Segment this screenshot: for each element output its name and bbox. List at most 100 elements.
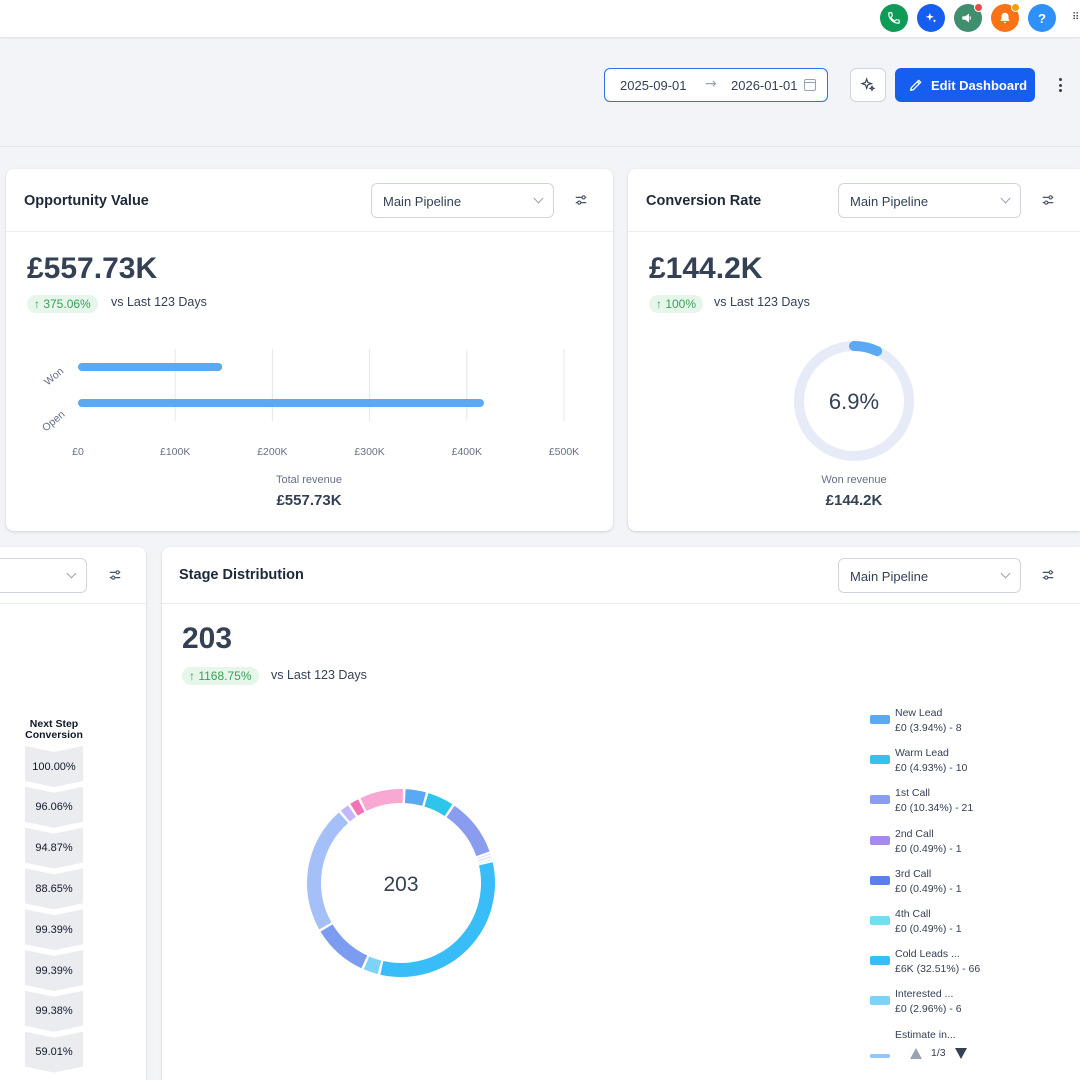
help-icon[interactable]: ? bbox=[1028, 4, 1056, 32]
comparison-text: vs Last 123 Days bbox=[714, 295, 810, 309]
x-tick-label: £200K bbox=[257, 446, 288, 458]
pipeline-select-value: Main Pipeline bbox=[850, 194, 929, 209]
opportunity-bar-chart bbox=[78, 349, 565, 421]
stage-distribution-card: Stage Distribution Main Pipeline 203 ↑ 1… bbox=[162, 547, 1080, 1080]
chevron-down-icon bbox=[1000, 193, 1011, 204]
legend-detail: £0 (3.94%) - 8 bbox=[895, 722, 962, 734]
megaphone-icon[interactable] bbox=[954, 3, 983, 32]
ai-insights-button[interactable] bbox=[850, 68, 886, 102]
donut-segment[interactable] bbox=[404, 789, 426, 806]
conversion-step: 99.38% bbox=[25, 991, 83, 1032]
filter-settings-icon[interactable] bbox=[1041, 568, 1055, 582]
card-header: Stage Distribution Main Pipeline bbox=[162, 547, 1080, 604]
legend-item[interactable]: 4th Call £0 (0.49%) - 1 bbox=[870, 907, 1040, 941]
legend-swatch bbox=[870, 875, 890, 885]
legend-item[interactable]: Cold Leads ... £6K (32.51%) - 66 bbox=[870, 947, 1040, 981]
gauge-fill bbox=[794, 341, 914, 461]
more-options-icon[interactable] bbox=[1052, 75, 1068, 95]
filter-settings-icon[interactable] bbox=[1041, 193, 1055, 207]
card-title: Stage Distribution bbox=[179, 567, 304, 583]
legend-detail: £0 (0.49%) - 1 bbox=[895, 882, 962, 895]
legend-swatch bbox=[870, 1053, 890, 1058]
legend-text: Warm Lead £0 (4.93%) - 10 bbox=[895, 746, 967, 776]
legend-detail: £0 (4.93%) - 10 bbox=[895, 762, 968, 775]
date-range-picker[interactable]: 2025-09-01 → 2026-01-01 bbox=[604, 68, 828, 102]
legend-item[interactable]: Estimate in... bbox=[870, 1028, 1040, 1058]
legend-item[interactable]: New Lead £0 (3.94%) - 8 bbox=[870, 706, 1040, 740]
legend-detail: £0 (10.34%) - 21 bbox=[895, 802, 974, 815]
card-header bbox=[0, 547, 146, 604]
chevron-down-icon bbox=[533, 193, 544, 204]
donut-segment[interactable] bbox=[363, 956, 382, 975]
next-step-conversion-header: Next Step Conversion bbox=[18, 719, 90, 741]
pipeline-select[interactable]: Main Pipeline bbox=[371, 183, 554, 218]
legend-text: 2nd Call £0 (0.49%) - 1 bbox=[895, 827, 962, 857]
donut-segment[interactable] bbox=[424, 793, 453, 817]
donut-center-value: 203 bbox=[383, 873, 418, 896]
legend-item[interactable]: 1st Call £0 (10.34%) - 21 bbox=[870, 786, 1040, 820]
change-badge: ↑ 375.06% bbox=[27, 295, 98, 313]
legend-item[interactable]: Interested ... £0 (2.96%) - 6 bbox=[870, 987, 1040, 1021]
legend-name: New Lead bbox=[895, 707, 943, 719]
filter-settings-icon[interactable] bbox=[108, 568, 122, 582]
page-down-icon[interactable] bbox=[954, 1047, 967, 1059]
legend-text: Interested ... £0 (2.96%) - 6 bbox=[895, 987, 962, 1017]
date-end[interactable]: 2026-01-01 bbox=[731, 78, 798, 93]
comparison-text: vs Last 123 Days bbox=[111, 295, 207, 309]
donut-segment[interactable] bbox=[320, 924, 368, 969]
opportunity-value-card: Opportunity Value Main Pipeline £557.73K… bbox=[6, 169, 613, 531]
x-tick-label: £300K bbox=[354, 446, 385, 458]
top-navigation-bar: ? ⠿ bbox=[0, 0, 1080, 38]
legend-detail: £0 (0.49%) - 1 bbox=[895, 842, 962, 855]
pipeline-select[interactable] bbox=[0, 558, 87, 593]
conversion-step: 94.87% bbox=[25, 828, 83, 869]
sparkle-icon[interactable] bbox=[917, 4, 945, 32]
pipeline-select-value: Main Pipeline bbox=[850, 569, 929, 584]
date-start[interactable]: 2025-09-01 bbox=[620, 78, 687, 93]
pipeline-select[interactable]: Main Pipeline bbox=[838, 183, 1021, 218]
pipeline-select[interactable]: Main Pipeline bbox=[838, 558, 1021, 593]
header-line: Next Step bbox=[29, 718, 79, 730]
legend-item[interactable]: 3rd Call £0 (0.49%) - 1 bbox=[870, 867, 1040, 901]
legend-name: 2nd Call bbox=[895, 827, 934, 840]
legend-name: Interested ... bbox=[895, 988, 954, 1001]
legend-item[interactable]: 2nd Call £0 (0.49%) - 1 bbox=[870, 827, 1040, 861]
donut-segment[interactable] bbox=[446, 805, 490, 857]
conversion-rate-text: 6.9% bbox=[829, 389, 879, 414]
change-badge: ↑ 1168.75% bbox=[182, 667, 259, 685]
arrow-right-icon: → bbox=[705, 76, 717, 92]
calendar-icon[interactable] bbox=[804, 79, 816, 91]
legend-swatch bbox=[870, 916, 890, 925]
opportunity-total-value: £557.73K bbox=[27, 252, 158, 285]
edit-dashboard-button[interactable]: Edit Dashboard bbox=[895, 68, 1035, 102]
legend-detail: £6K (32.51%) - 66 bbox=[895, 963, 981, 976]
legend-item[interactable]: Warm Lead £0 (4.93%) - 10 bbox=[870, 746, 1040, 780]
total-revenue-value: £557.73K bbox=[276, 492, 342, 509]
phone-icon[interactable] bbox=[880, 4, 908, 32]
conversion-step: 100.00% bbox=[25, 746, 83, 787]
card-header: Opportunity Value Main Pipeline bbox=[6, 169, 613, 232]
stage-donut-chart: 203 bbox=[307, 789, 495, 977]
filter-settings-icon[interactable] bbox=[574, 193, 588, 207]
won-revenue-label: Won revenue bbox=[821, 474, 887, 486]
pencil-icon bbox=[910, 79, 922, 91]
bell-icon[interactable] bbox=[991, 3, 1020, 32]
change-badge: ↑ 100% bbox=[649, 295, 704, 313]
card-title: Conversion Rate bbox=[646, 193, 762, 209]
donut-segment[interactable] bbox=[340, 805, 357, 822]
legend-name: Cold Leads ... bbox=[895, 948, 960, 961]
conversion-step: 99.39% bbox=[25, 909, 83, 950]
apps-grid-icon[interactable]: ⠿ bbox=[1072, 12, 1079, 23]
x-tick-label: £0 bbox=[72, 446, 84, 458]
legend-text: 3rd Call £0 (0.49%) - 1 bbox=[895, 867, 962, 897]
page-up-icon[interactable] bbox=[910, 1047, 922, 1059]
donut-segment[interactable] bbox=[360, 789, 403, 811]
funnel-card: Next Step Conversion 100.00% 96.06% 94.87%… bbox=[0, 547, 146, 1080]
legend-swatch bbox=[870, 755, 890, 765]
chevron-down-icon bbox=[66, 568, 77, 579]
donut-segment[interactable] bbox=[380, 862, 495, 977]
conversion-step: 59.01% bbox=[25, 1032, 83, 1073]
donut-segment[interactable] bbox=[307, 812, 349, 930]
card-title: Opportunity Value bbox=[24, 193, 149, 209]
donut-segment[interactable] bbox=[350, 799, 365, 816]
